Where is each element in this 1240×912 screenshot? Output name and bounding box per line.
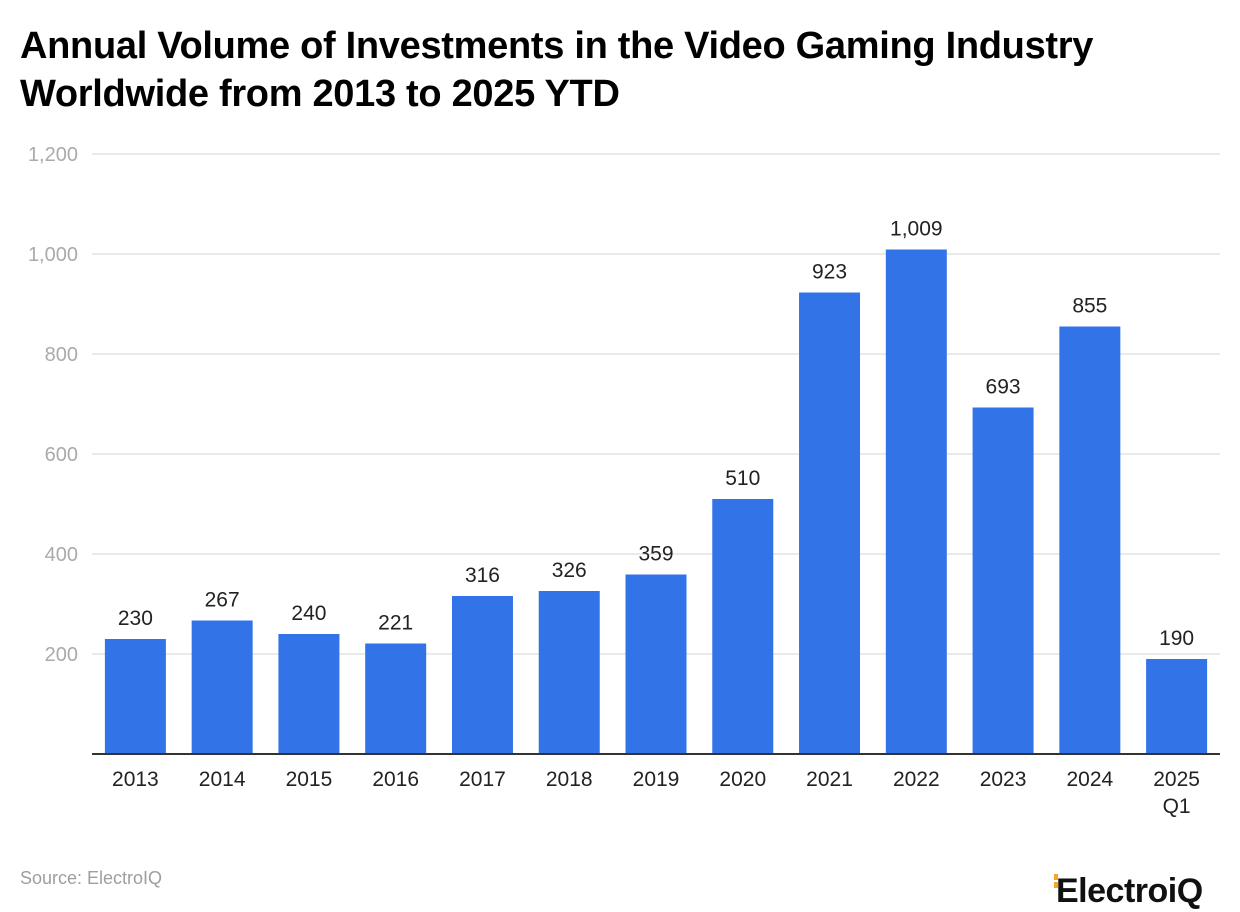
title-line-1: Annual Volume of Investments in the Vide… bbox=[20, 25, 1094, 67]
x-tick-label: 2016 bbox=[372, 768, 419, 791]
bar-value-label: 510 bbox=[725, 467, 760, 490]
x-tick-label: 2015 bbox=[286, 768, 333, 791]
bar bbox=[191, 620, 253, 754]
x-tick-label: 2014 bbox=[199, 768, 246, 791]
y-tick-label: 400 bbox=[45, 544, 78, 566]
x-axis-ticks: 2013 2014 2015 2016 2017 2018 2019 2020 2021 2022… bbox=[112, 768, 1200, 818]
bar bbox=[451, 596, 513, 754]
x-tick-label: 2022 bbox=[893, 768, 940, 791]
bar-value-labels: 230 267 240 221 316 326 359 510 923 1,009 693 855 19… bbox=[118, 218, 1194, 651]
bar-value-label: 855 bbox=[1072, 295, 1107, 318]
chart-title: Annual Volume of Investments in the Vide… bbox=[20, 22, 1220, 118]
svg-text:ElectroiQ: ElectroiQ bbox=[1056, 872, 1203, 910]
bar-value-label: 693 bbox=[986, 376, 1021, 399]
bars bbox=[104, 249, 1208, 754]
y-tick-label: 200 bbox=[45, 644, 78, 666]
electroiq-logo: ElectroiQ bbox=[1054, 868, 1224, 912]
bar-value-label: 230 bbox=[118, 607, 153, 630]
bar-value-label: 1,009 bbox=[890, 218, 943, 241]
electroiq-logo-mark: ElectroiQ bbox=[1054, 872, 1203, 910]
x-tick-label: 2021 bbox=[806, 768, 853, 791]
bar-value-label: 190 bbox=[1159, 627, 1194, 650]
bar bbox=[1146, 659, 1208, 754]
bar bbox=[625, 574, 687, 754]
bar bbox=[1059, 326, 1121, 754]
bar-value-label: 359 bbox=[638, 543, 673, 566]
bar-value-label: 923 bbox=[812, 261, 847, 284]
y-axis-ticks: 1,200 1,000 800 600 400 200 bbox=[28, 144, 78, 666]
bar-value-label: 316 bbox=[465, 564, 500, 587]
x-tick-label: 2020 bbox=[719, 768, 766, 791]
bar-value-label: 240 bbox=[291, 602, 326, 625]
bar bbox=[365, 643, 427, 754]
y-tick-label: 600 bbox=[45, 444, 78, 466]
x-tick-label: 2019 bbox=[633, 768, 680, 791]
bar-value-label: 326 bbox=[552, 559, 587, 582]
bar bbox=[972, 407, 1034, 754]
bar bbox=[538, 591, 600, 754]
bar bbox=[712, 499, 774, 754]
y-tick-label: 1,000 bbox=[28, 244, 78, 266]
bar bbox=[104, 639, 166, 754]
x-tick-label: 2024 bbox=[1066, 768, 1113, 791]
x-tick-label: 2023 bbox=[980, 768, 1027, 791]
y-tick-label: 1,200 bbox=[28, 144, 78, 166]
bar bbox=[885, 249, 947, 754]
x-tick-label: 2025 Q1 bbox=[1153, 768, 1200, 818]
bar bbox=[799, 292, 861, 754]
bar-value-label: 221 bbox=[378, 612, 413, 635]
bar bbox=[278, 634, 340, 754]
x-tick-label: 2017 bbox=[459, 768, 506, 791]
x-tick-label: 2013 bbox=[112, 768, 159, 791]
y-tick-label: 800 bbox=[45, 344, 78, 366]
source-note: Source: ElectroIQ bbox=[20, 868, 163, 888]
title-line-2: Worldwide from 2013 to 2025 YTD bbox=[20, 73, 620, 115]
x-tick-label: 2018 bbox=[546, 768, 593, 791]
bar-value-label: 267 bbox=[205, 589, 240, 612]
